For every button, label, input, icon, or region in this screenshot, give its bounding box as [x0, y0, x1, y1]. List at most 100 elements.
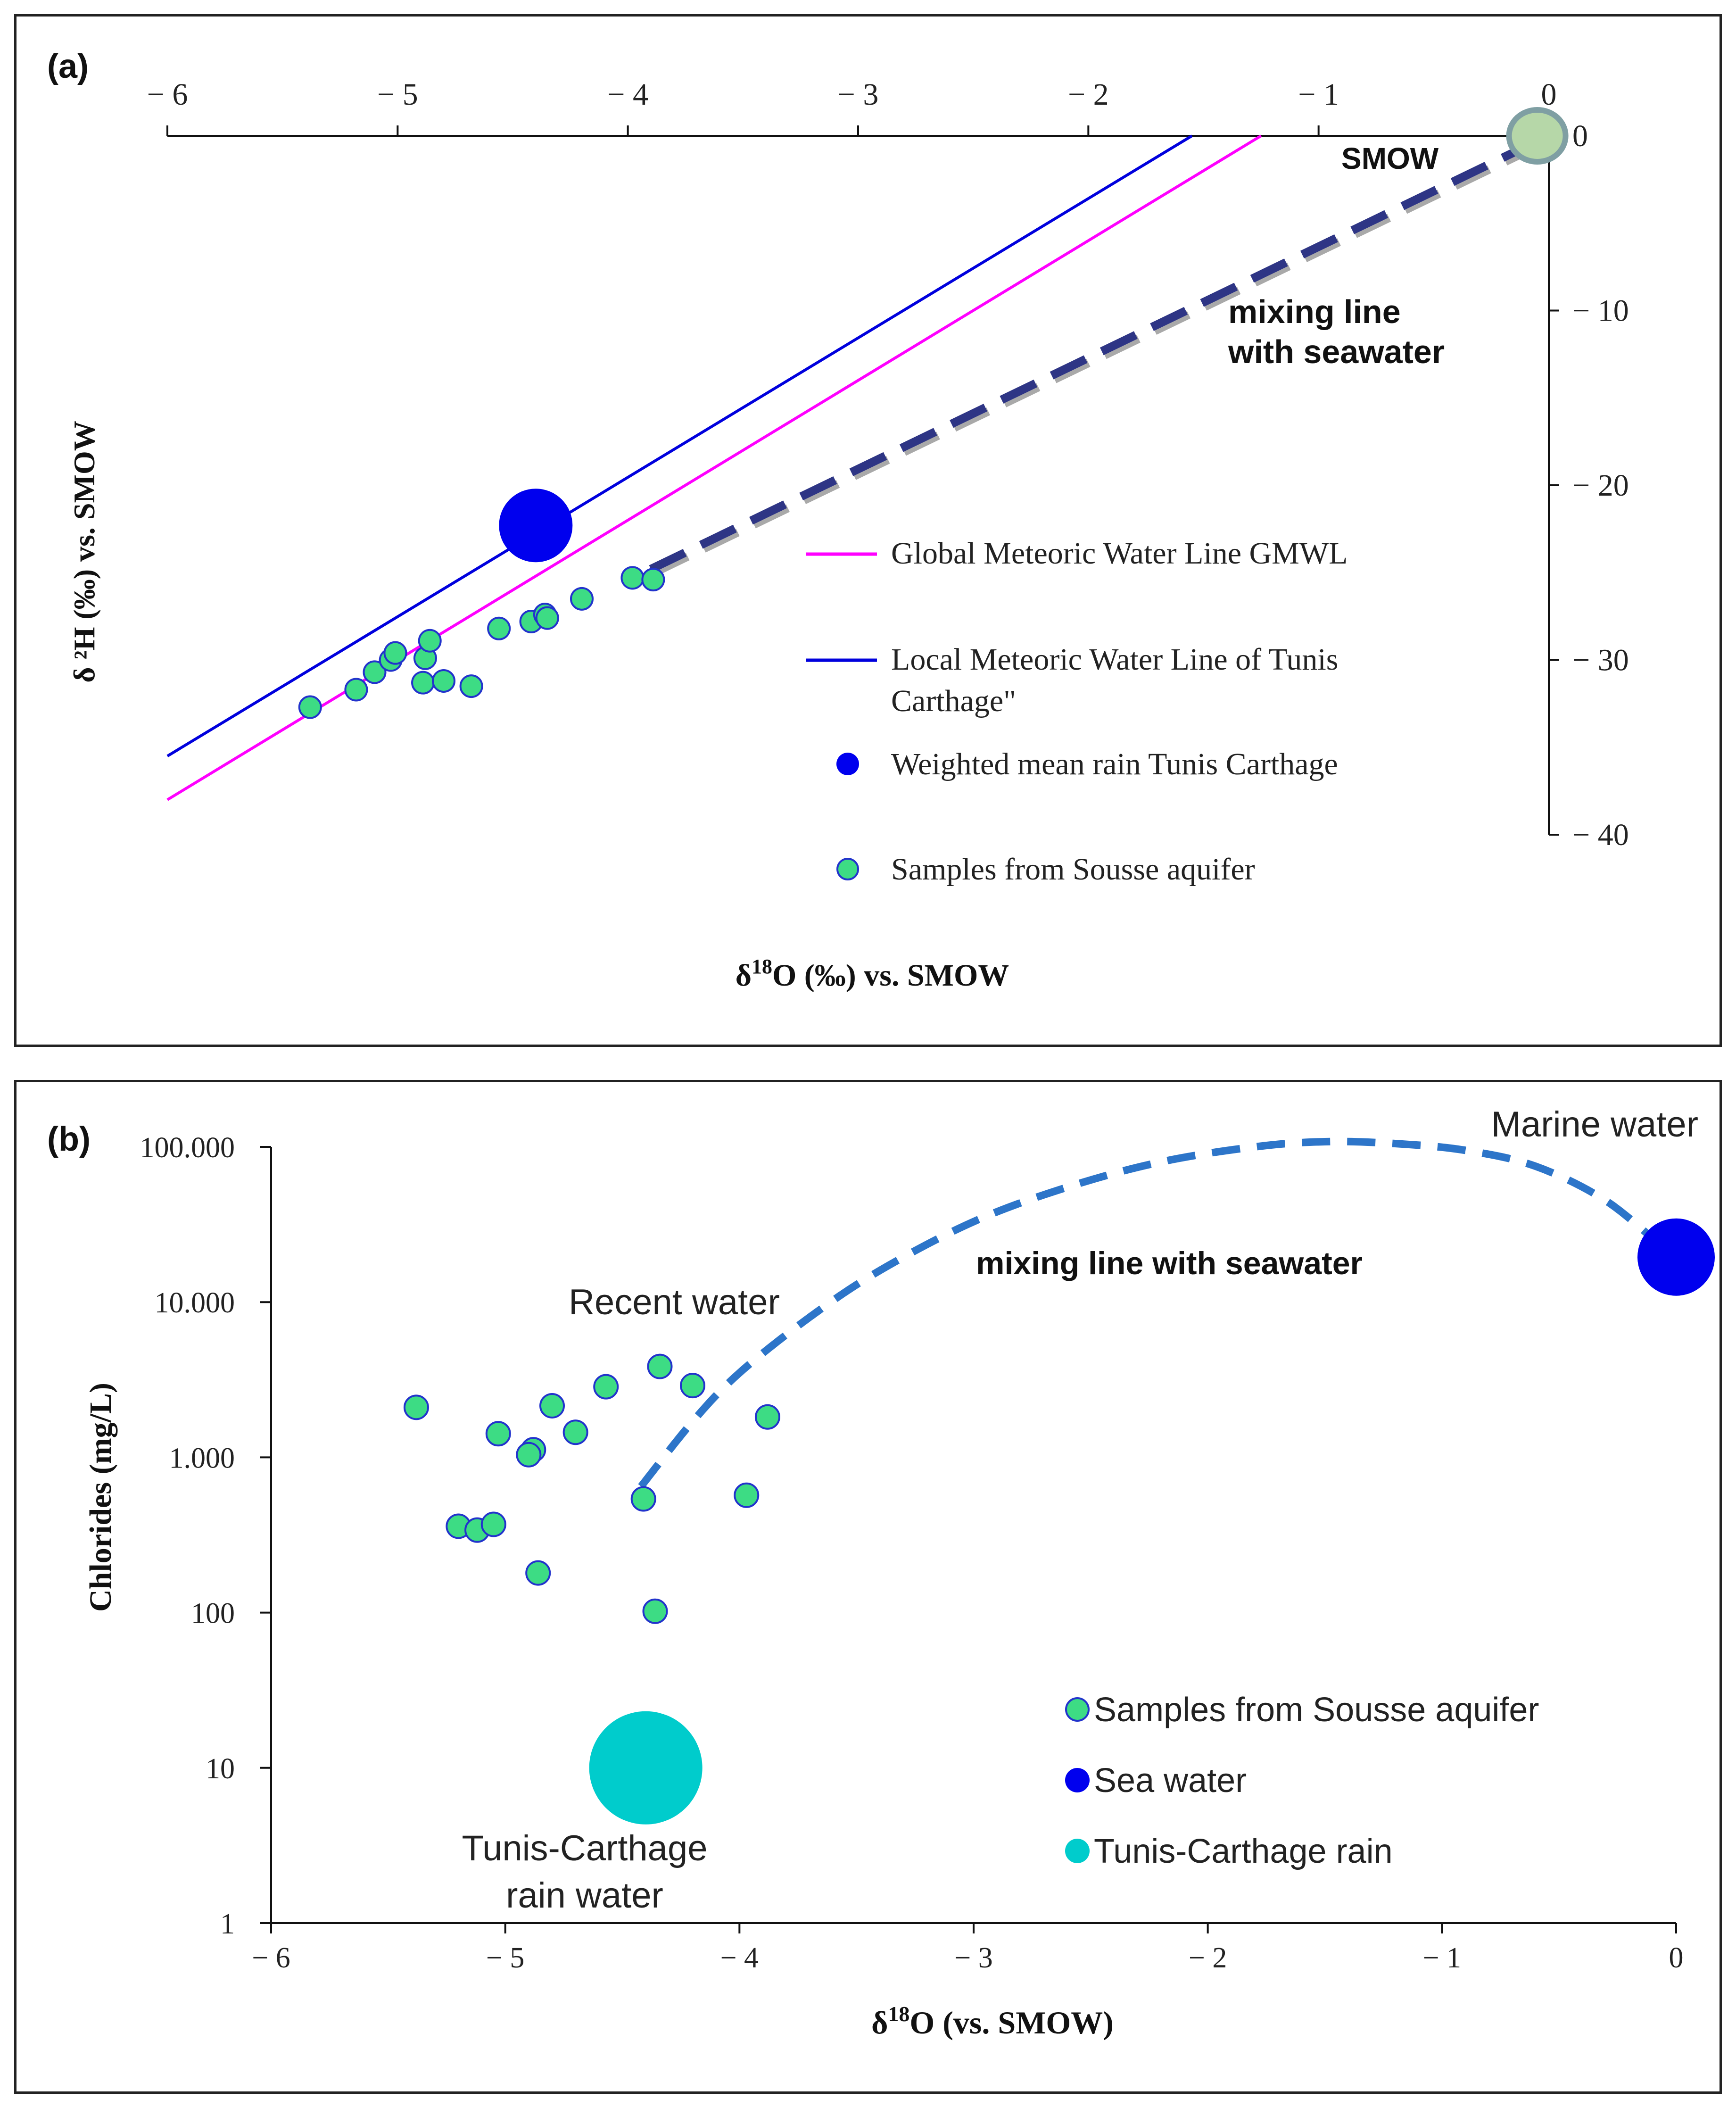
panel-a-y-tick-label: − 30 — [1572, 643, 1629, 678]
panel-b-sample-point — [403, 1394, 429, 1420]
panel-b-x-tick-label: − 3 — [954, 1942, 992, 1974]
legend-rain-label: Weighted mean rain Tunis Carthage — [891, 747, 1338, 781]
panel-b-x-tick-label: 0 — [1669, 1942, 1684, 1974]
panel-b-y-tick-label: 100 — [191, 1598, 235, 1630]
panel-a-sample-point — [535, 606, 559, 630]
panel-a-sample-point — [620, 566, 645, 590]
panel-a-sample-point — [459, 674, 483, 698]
legend-lmwl-label-line1: Local Meteoric Water Line of Tunis — [891, 642, 1338, 677]
panel-a-y-tick-label: − 10 — [1572, 294, 1629, 328]
panel-b-sample-point — [754, 1404, 780, 1430]
panel-a-x-label-prefix: δ — [736, 958, 752, 993]
panel-b-sample-point — [480, 1511, 506, 1537]
legend-samples-label: Samples from Sousse aquifer — [891, 852, 1255, 887]
panel-a-x-tick-label: − 1 — [1298, 77, 1339, 112]
panel-b-sample-point — [593, 1374, 619, 1400]
panel-a-label: (a) — [47, 48, 89, 85]
panel-b-x-label-prefix: δ — [871, 2005, 888, 2041]
panel-a-x-tick-label: − 5 — [377, 77, 418, 112]
panel-a-legend: Global Meteoric Water Line GMWL Local Me… — [806, 536, 1347, 887]
panel-b-x-tick-label: − 2 — [1189, 1942, 1227, 1974]
smow-label: SMOW — [1341, 141, 1439, 175]
panel-a-x-tick-label: − 6 — [147, 77, 188, 112]
panel-a-y-axis-label: δ ²H (‰) vs. SMOW — [67, 421, 101, 683]
lmwl-line — [166, 134, 1193, 757]
panel-b-points — [403, 1218, 1715, 1825]
panel-a-x-tick-label: 0 — [1541, 77, 1557, 112]
rain-water-label-line1: Tunis-Carthage — [462, 1828, 708, 1868]
panel-b-y-tick-label: 10 — [206, 1753, 235, 1785]
legend-gmwl-label: Global Meteoric Water Line GMWL — [891, 536, 1347, 571]
panel-a-x-label-sup: 18 — [752, 955, 772, 978]
panel-a-x-tick-label: − 3 — [838, 77, 879, 112]
panel-b-x-tick-label: − 6 — [252, 1942, 290, 1974]
panel-b-x-label-rest: O (vs. SMOW) — [909, 2005, 1114, 2041]
panel-b-x-tick-label: − 5 — [486, 1942, 524, 1974]
panel-b-sample-point — [647, 1353, 673, 1379]
panel-b-axes: 1 10 100 1.000 10.000 100.000 − 6 − 5 − 4 − 3 − 2 −… — [140, 1132, 1684, 1974]
panel-b-frame — [14, 1080, 1722, 2094]
rain-water-label-line2: rain water — [506, 1875, 663, 1916]
smow-marker — [1506, 107, 1569, 165]
mixing-curve-seawater — [638, 1137, 1667, 1489]
legend-samples-marker — [836, 858, 859, 880]
panel-b-sample-point — [680, 1373, 705, 1399]
panel-a-points — [298, 107, 1569, 719]
panel-b-y-tick-label: 100.000 — [140, 1132, 235, 1164]
legend-rain-marker — [836, 753, 859, 775]
panel-a-x-tick-label: − 2 — [1068, 77, 1109, 112]
marine-water-label: Marine water — [1491, 1104, 1698, 1145]
legend-b-samples-label: Samples from Sousse aquifer — [1094, 1691, 1539, 1729]
panel-b-sample-point — [485, 1421, 511, 1447]
panel-b-sample-point — [630, 1486, 656, 1512]
legend-b-samples-marker — [1065, 1697, 1090, 1722]
legend-b-rain-label: Tunis-Carthage rain — [1094, 1833, 1393, 1870]
panel-a-sample-point — [363, 660, 387, 684]
panel-a-y-tick-label: − 20 — [1572, 468, 1629, 503]
panel-a-sample-point — [570, 587, 594, 611]
panel-b-x-label-sup: 18 — [888, 2002, 909, 2026]
panel-a-x-axis-label: δ18O (‰) vs. SMOW — [736, 955, 1009, 993]
panel-b-lines — [638, 1137, 1667, 1489]
sea-water-marker — [1637, 1218, 1715, 1296]
panel-b-y-axis-label: Chlorides (mg/L) — [83, 1383, 118, 1612]
recent-water-label: Recent water — [569, 1282, 780, 1322]
panel-a-y-tick-label: − 40 — [1572, 818, 1629, 852]
panel-b-label: (b) — [47, 1120, 91, 1158]
panel-a-sample-point — [432, 669, 455, 693]
panel-b-x-axis-label: δ18O (vs. SMOW) — [871, 2002, 1114, 2041]
legend-b-sea-marker — [1065, 1768, 1090, 1792]
mixing-line-label-line1: mixing line — [1228, 293, 1401, 330]
panel-b-legend: Samples from Sousse aquifer Sea water Tu… — [1065, 1691, 1539, 1870]
panel-a-frame — [14, 14, 1722, 1047]
panel-b-y-tick-label: 1.000 — [169, 1442, 235, 1474]
panel-a-x-tick-label: − 4 — [607, 77, 648, 112]
panel-b-y-tick-label: 1 — [220, 1908, 235, 1940]
panel-b-x-tick-label: − 4 — [720, 1942, 759, 1974]
legend-b-rain-marker — [1065, 1839, 1090, 1863]
panel-a-sample-point — [418, 629, 442, 653]
panel-b-y-tick-label: 10.000 — [155, 1287, 235, 1319]
rain-water-marker — [589, 1711, 703, 1825]
panel-b-sample-point — [642, 1598, 668, 1624]
panel-a-sample-point — [298, 695, 322, 719]
panel-b-x-tick-label: − 1 — [1423, 1942, 1461, 1974]
legend-lmwl-label-line2: Carthage" — [891, 684, 1016, 718]
panel-a-sample-point — [383, 641, 407, 665]
panel-b-sample-point — [562, 1419, 588, 1445]
panel-a-sample-point — [641, 568, 665, 592]
panel-a-chart: − 6− 5− 4− 3− 2− 1 00− 10− 20− 30− 40 SMO… — [67, 77, 1629, 993]
weighted-mean-rain-marker — [499, 489, 573, 563]
panel-b-sample-point — [539, 1393, 565, 1418]
panel-b-sample-point — [516, 1442, 542, 1468]
panel-a-axes: − 6− 5− 4− 3− 2− 1 00− 10− 20− 30− 40 — [147, 77, 1629, 852]
panel-b-sample-point — [734, 1482, 760, 1508]
mixing-line-label-line2: with seawater — [1228, 333, 1445, 370]
panel-a-y-tick-label: 0 — [1572, 119, 1588, 153]
panel-a-x-label-rest: O (‰) vs. SMOW — [772, 958, 1009, 993]
panel-a-sample-point — [344, 678, 368, 702]
panel-a-lines — [166, 134, 1542, 801]
panel-b-chart: 1 10 100 1.000 10.000 100.000 − 6 − 5 − 4 − 3 − 2 −… — [83, 1104, 1715, 2041]
gmwl-line — [166, 134, 1262, 801]
